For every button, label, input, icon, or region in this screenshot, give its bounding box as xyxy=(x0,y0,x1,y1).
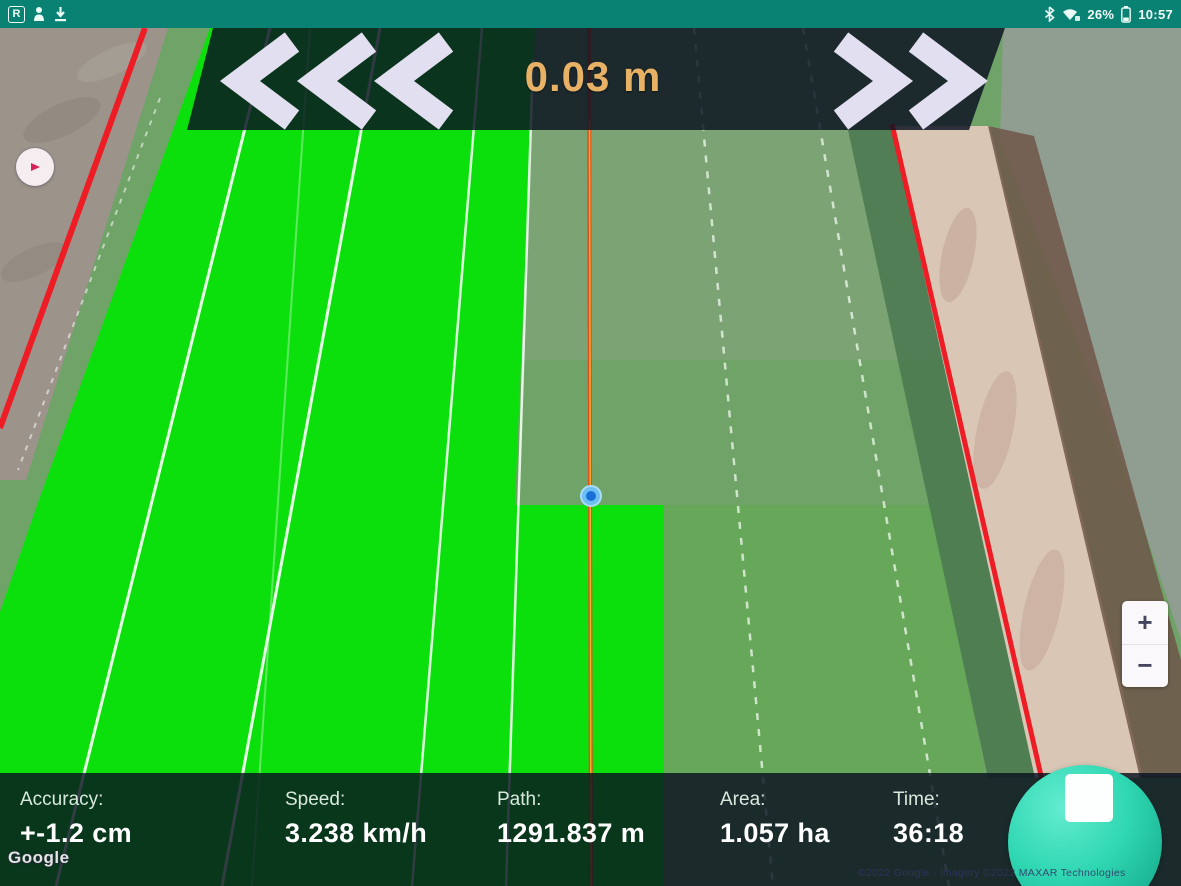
pass-line-2 xyxy=(220,27,382,886)
guidance-line-dashed-2 xyxy=(801,27,951,886)
nudge-left-chevrons-icon[interactable] xyxy=(220,32,454,130)
area-label: Area: xyxy=(720,789,766,810)
battery-icon xyxy=(1121,5,1132,23)
wifi-icon xyxy=(1063,8,1081,21)
time-label: Time: xyxy=(893,789,940,810)
pass-line-seam xyxy=(251,27,311,886)
road-left xyxy=(0,28,168,480)
google-watermark: Google xyxy=(8,848,70,867)
bluetooth-icon xyxy=(1045,6,1056,22)
scrub-band xyxy=(848,130,1046,778)
clock: 10:57 xyxy=(1138,6,1173,22)
zoom-out-button[interactable]: − xyxy=(1137,650,1153,681)
path-value: 1291.837 m xyxy=(497,818,646,848)
area-value: 1.057 ha xyxy=(720,818,830,848)
map-attribution: ©2022 Google - Imagery ©2022 MAXAR Techn… xyxy=(858,867,1126,879)
person-icon xyxy=(34,7,44,21)
stop-icon xyxy=(1065,774,1113,822)
zoom-in-button[interactable]: + xyxy=(1122,601,1168,645)
pass-line-3 xyxy=(410,27,484,886)
stat-speed: Speed: 3.238 km/h xyxy=(285,789,427,849)
battery-percent: 26% xyxy=(1087,6,1115,22)
stop-button[interactable] xyxy=(1008,765,1162,886)
stats-bar: Accuracy: +-1.2 cm Speed: 3.238 km/h Pat… xyxy=(0,773,1181,886)
cross-track-banner xyxy=(187,28,1005,130)
stat-time: Time: 36:18 xyxy=(893,789,964,849)
vehicle-marker xyxy=(586,491,596,501)
path-label: Path: xyxy=(497,789,542,810)
status-bar: R 26% 10:57 xyxy=(0,0,1181,28)
compass-button[interactable] xyxy=(16,148,54,186)
speed-label: Speed: xyxy=(285,789,346,810)
cross-track-error-value: 0.03 m xyxy=(524,53,662,100)
download-icon xyxy=(55,7,66,22)
accuracy-value: +-1.2 cm xyxy=(20,818,133,848)
time-value: 36:18 xyxy=(893,818,965,848)
boundary-line-left xyxy=(0,26,148,430)
zoom-control: + − xyxy=(1122,601,1168,687)
needle-icon xyxy=(31,163,40,171)
stat-path: Path: 1291.837 m xyxy=(497,789,645,849)
accuracy-label: Accuracy: xyxy=(20,789,104,810)
nudge-right-chevrons-icon[interactable] xyxy=(833,32,988,130)
coverage-area xyxy=(0,28,664,886)
stat-accuracy: Accuracy: +-1.2 cm xyxy=(20,789,132,849)
stat-area: Area: 1.057 ha xyxy=(720,789,830,849)
r-badge-icon: R xyxy=(8,5,25,23)
pass-line-4 xyxy=(504,59,535,886)
speed-value: 3.238 km/h xyxy=(285,818,428,848)
pass-line-1 xyxy=(54,27,272,886)
boundary-line-right xyxy=(889,123,1045,781)
